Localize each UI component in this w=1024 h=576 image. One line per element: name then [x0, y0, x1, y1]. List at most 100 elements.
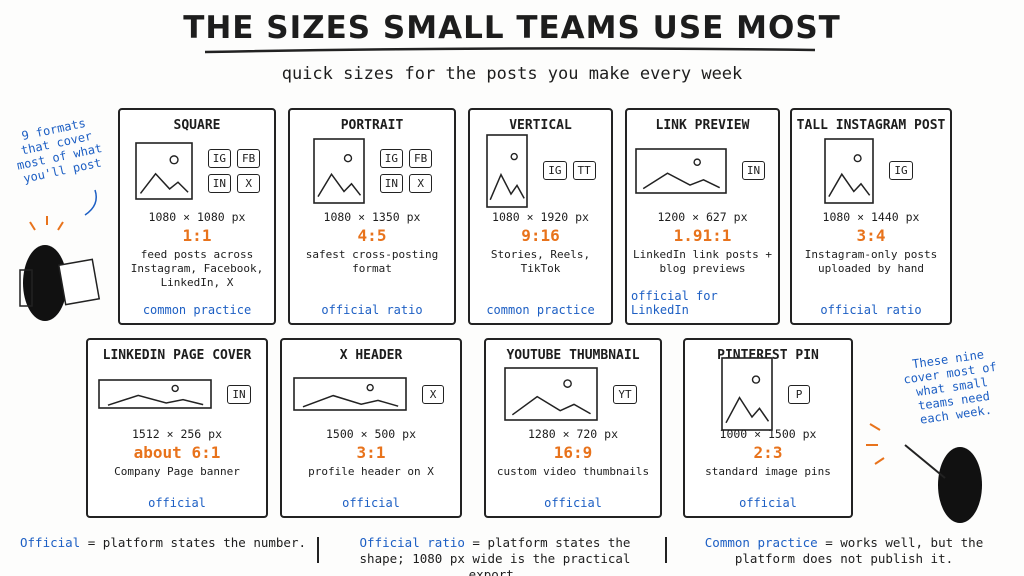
image-placeholder: [293, 377, 407, 411]
platform-badge: IG: [379, 148, 403, 168]
source-tag: common practice: [142, 303, 252, 317]
use-description: profile header on X: [308, 465, 434, 478]
right-note: These nine cover most of what small team…: [902, 347, 998, 427]
format-card: TALL INSTAGRAM POST IG 1080 × 1440 px 3:4 I…: [790, 108, 952, 325]
card-title: X HEADER: [339, 348, 403, 363]
platform-badge: X: [237, 173, 261, 193]
platform-badge: FB: [237, 148, 261, 168]
source-tag: common practice: [486, 303, 595, 317]
card-media: IG FB IN X: [294, 133, 450, 208]
title-underline: [204, 47, 816, 54]
right-character: [866, 423, 982, 523]
image-placeholder: [312, 137, 365, 204]
use-description: Stories, Reels, TikTok: [490, 248, 591, 275]
platform-badges: IG TT: [543, 161, 596, 180]
use-description: custom video thumbnails: [496, 465, 650, 478]
aspect-ratio: 1:1: [182, 226, 212, 245]
pixel-size: 1280 × 720 px: [527, 427, 618, 441]
aspect-ratio: 2:3: [753, 443, 783, 462]
image-placeholder: [824, 137, 875, 204]
aspect-ratio: 1.91:1: [673, 226, 732, 245]
platform-badge: IN: [379, 173, 403, 193]
pixel-size: 1512 × 256 px: [131, 427, 222, 441]
platform-badge: X: [409, 173, 433, 193]
platform-badge: IN: [227, 384, 251, 404]
legend-item: Common practice = works well, but the pl…: [684, 535, 1004, 567]
card-media: X: [286, 363, 456, 425]
platform-badge: IG: [889, 161, 913, 180]
source-tag: official: [148, 496, 206, 510]
format-card: LINK PREVIEW IN 1200 × 627 px 1.91:1 Linked…: [625, 108, 780, 325]
platform-badges: IG FB IN X: [207, 148, 261, 193]
title: THE SIZES SMALL TEAMS USE MOST: [183, 10, 841, 46]
card-media: IN: [92, 363, 262, 425]
pixel-size: 1080 × 1920 px: [492, 210, 589, 224]
format-card: YOUTUBE THUMBNAIL YT 1280 × 720 px 16:9 cus…: [484, 338, 662, 518]
platform-badges: IN: [741, 161, 771, 180]
use-description: feed posts across Instagram, Facebook, L…: [130, 248, 264, 289]
legend-term: Common practice: [704, 535, 818, 550]
format-card: LINKEDIN PAGE COVER IN 1512 × 256 px about…: [86, 338, 268, 518]
platform-badges: IG FB IN X: [379, 148, 433, 193]
image-placeholder: [721, 357, 773, 431]
use-description: Company Page banner: [114, 465, 240, 478]
use-description: standard image pins: [705, 465, 831, 478]
platform-badge: IG: [543, 161, 567, 180]
legend-term: Official: [20, 535, 81, 550]
card-media: IG TT: [474, 133, 607, 208]
format-card: VERTICAL IG TT 1080 × 1920 px 9:16 Stories, …: [468, 108, 613, 325]
pixel-size: 1080 × 1440 px: [822, 210, 920, 224]
card-title: TALL INSTAGRAM POST: [796, 118, 946, 133]
pixel-size: 1000 × 1500 px: [719, 427, 817, 441]
platform-badges: X: [422, 384, 450, 404]
card-title: YOUTUBE THUMBNAIL: [506, 348, 640, 363]
aspect-ratio: 4:5: [357, 226, 387, 245]
card-title: SQUARE: [173, 118, 221, 133]
platform-badge: TT: [572, 161, 596, 180]
platform-badge: IN: [741, 161, 766, 180]
platform-badges: YT: [613, 384, 642, 404]
left-character: [19, 216, 101, 321]
source-tag: official: [342, 496, 400, 510]
format-card: SQUARE IG FB IN X 1080 × 1080 px 1:1 feed post…: [118, 108, 276, 325]
source-tag: official ratio: [321, 303, 423, 317]
card-media: IG: [796, 133, 946, 208]
platform-badges: IN: [227, 384, 256, 404]
card-media: P: [689, 357, 847, 431]
pixel-size: 1080 × 1350 px: [323, 210, 421, 224]
platform-badges: P: [788, 384, 816, 404]
card-media: IN: [631, 133, 774, 208]
source-tag: official: [544, 496, 602, 510]
legend-text: = platform states the shape; 1080 px wid…: [359, 535, 631, 576]
platform-badge: P: [788, 384, 810, 404]
use-description: safest cross-posting format: [305, 248, 439, 275]
card-title: LINK PREVIEW: [655, 118, 750, 133]
use-description: Instagram-only posts uploaded by hand: [804, 248, 938, 275]
legend-text: = platform states the number.: [87, 535, 306, 550]
card-media: YT: [490, 363, 656, 425]
format-card: PINTEREST PIN P 1000 × 1500 px 2:3 standard…: [683, 338, 853, 518]
pixel-size: 1200 × 627 px: [657, 210, 748, 224]
legend-divider: [317, 537, 667, 563]
source-tag: official: [739, 496, 797, 510]
aspect-ratio: 3:4: [856, 226, 886, 245]
platform-badges: IG: [889, 161, 918, 180]
legend-item: Official = platform states the number.: [18, 535, 308, 551]
platform-badge: FB: [409, 148, 433, 168]
source-tag: official for LinkedIn: [631, 289, 718, 317]
aspect-ratio: about 6:1: [133, 443, 221, 462]
platform-badge: IN: [207, 173, 231, 193]
card-title: PORTRAIT: [340, 118, 404, 133]
card-title: VERTICAL: [509, 118, 572, 133]
image-placeholder: [635, 147, 727, 194]
format-card: PORTRAIT IG FB IN X 1080 × 1350 px 4:5 safest …: [288, 108, 456, 325]
aspect-ratio: 3:1: [356, 443, 386, 462]
use-description: LinkedIn link posts + blog previews: [632, 248, 773, 275]
image-placeholder: [134, 141, 193, 200]
legend-item: Official ratio = platform states the sha…: [336, 535, 654, 576]
legend-term: Official ratio: [359, 535, 465, 550]
note-arrow: [84, 189, 97, 216]
aspect-ratio: 16:9: [553, 443, 593, 462]
platform-badge: YT: [613, 384, 637, 404]
